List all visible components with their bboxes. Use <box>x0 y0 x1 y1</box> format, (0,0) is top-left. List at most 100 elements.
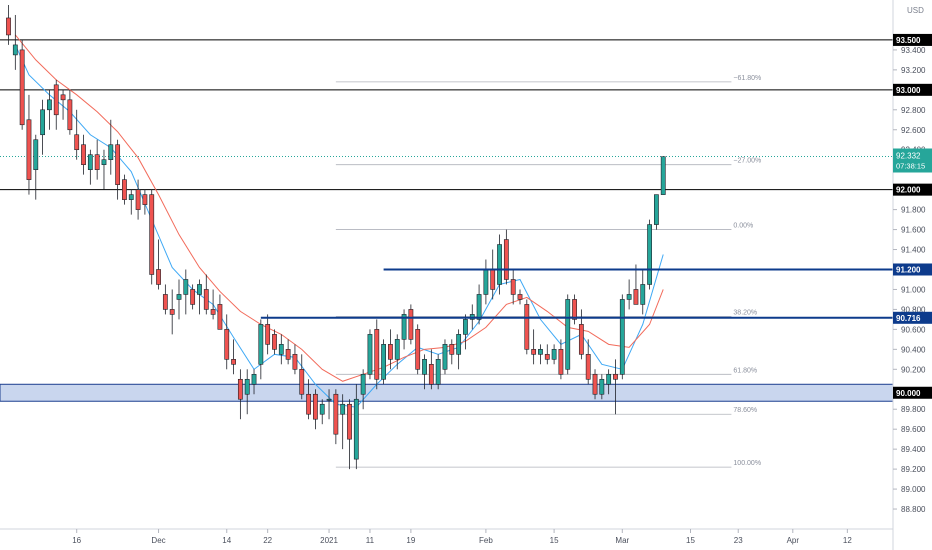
time-axis[interactable]: 16 Dec 14 22 2021 11 19 Feb 15 Mar 15 23 Apr 12 <box>0 528 893 545</box>
candle-body <box>435 359 441 385</box>
trend-level-price-tag-background <box>893 263 932 276</box>
candle-body <box>169 309 175 315</box>
price-tick-label: 89.800 <box>901 405 926 414</box>
horizontal-line-price-tag-background <box>893 33 932 46</box>
horizontal-lines-layer <box>0 39 893 191</box>
candle-body <box>374 329 380 380</box>
currency-label: USD <box>907 6 924 15</box>
candle-body <box>647 224 652 285</box>
horizontal-line-price-tag-background <box>893 83 932 96</box>
candle-body <box>619 299 625 375</box>
price-tick-label: 93.400 <box>901 46 926 55</box>
candle-body <box>326 398 332 401</box>
time-tick-label: 12 <box>843 536 852 545</box>
candle-body <box>265 324 271 345</box>
candle-body <box>299 369 305 395</box>
horizontal-line-price-tag: 93.000 <box>896 86 921 95</box>
candle-body <box>367 334 373 375</box>
trend-levels-layer <box>260 268 893 319</box>
candle-body <box>544 354 550 360</box>
time-tick-label: 14 <box>222 536 231 545</box>
candle-body <box>388 344 393 360</box>
horizontal-line-price-tag-background <box>893 183 932 196</box>
candle-body <box>476 294 482 320</box>
candle-body <box>449 344 455 355</box>
price-tick-label: 92.800 <box>901 106 926 115</box>
candle-body <box>333 393 339 435</box>
candle-body <box>503 239 509 280</box>
candle-body <box>251 373 257 385</box>
candle-body <box>108 144 114 160</box>
candle-body <box>285 349 291 360</box>
candle-body <box>524 304 530 350</box>
candle-body <box>312 393 318 420</box>
fib-level-label: 0.00% <box>733 223 753 230</box>
current-price-tag-background <box>893 148 932 173</box>
candle-body <box>592 373 598 395</box>
time-tick-label: Dec <box>151 536 165 545</box>
candle-body <box>422 359 427 375</box>
candle-body <box>517 294 523 300</box>
candle-body <box>272 334 277 350</box>
candle-body <box>565 299 571 370</box>
candle-body <box>551 349 557 360</box>
candle-body <box>490 269 496 290</box>
price-tick-label: 91.800 <box>901 206 926 215</box>
price-tick-label: 90.400 <box>901 345 926 354</box>
price-tick-label: 91.400 <box>901 246 926 255</box>
candle-body <box>210 309 216 315</box>
price-tick-label: 91.600 <box>901 226 926 235</box>
candle-body <box>442 344 448 370</box>
candle-body <box>408 309 414 340</box>
candle-body <box>258 324 264 365</box>
time-tick-label: 15 <box>550 536 559 545</box>
price-tick-label: 91.000 <box>901 285 926 294</box>
candle-body <box>183 279 189 295</box>
candle-body <box>142 194 148 205</box>
price-tick-label: 89.600 <box>901 425 926 434</box>
moving-average-line <box>14 34 664 382</box>
candle-body <box>292 354 298 370</box>
time-tick-label: 11 <box>366 536 375 545</box>
support-zone-price-tag: 90.000 <box>896 389 921 398</box>
trend-level-price-tag: 90.716 <box>896 314 921 323</box>
candle-body <box>26 119 32 180</box>
candle-body <box>319 403 325 415</box>
candle-body <box>585 354 591 380</box>
candle-body <box>510 279 516 295</box>
candle-body <box>483 269 489 295</box>
candle-body <box>606 373 612 385</box>
candle-body <box>149 194 155 275</box>
candle-body <box>633 289 639 305</box>
candle-body <box>456 334 462 355</box>
candle-body <box>135 189 141 210</box>
candle-body <box>244 378 250 395</box>
candle-body <box>81 144 86 165</box>
candle-body <box>626 294 632 300</box>
candle-body <box>12 44 18 56</box>
fib-level-label: −61.80% <box>733 75 761 82</box>
trend-level-price-tag-background <box>893 311 932 324</box>
candle-body <box>278 344 284 355</box>
candle-body <box>40 109 45 136</box>
candle-body <box>47 99 52 111</box>
time-tick-label: 22 <box>263 536 272 545</box>
candle-body <box>74 134 80 151</box>
candle-body <box>394 339 400 360</box>
time-tick-label: 15 <box>686 536 695 545</box>
candle-body <box>538 349 543 355</box>
time-tick-label: Feb <box>479 536 493 545</box>
candle-body <box>497 244 502 285</box>
candle-body <box>428 364 434 385</box>
candle-body <box>572 299 577 320</box>
price-tick-label: 90.800 <box>901 305 926 314</box>
candle-body <box>197 284 202 295</box>
candle-body <box>176 294 182 300</box>
candle-body <box>613 373 618 380</box>
price-tick-label: 88.800 <box>901 505 926 514</box>
horizontal-line-price-tag: 92.000 <box>896 186 921 195</box>
fib-level-label: −27.00% <box>733 158 761 165</box>
candles-layer <box>6 4 666 470</box>
candle-body <box>156 269 161 285</box>
